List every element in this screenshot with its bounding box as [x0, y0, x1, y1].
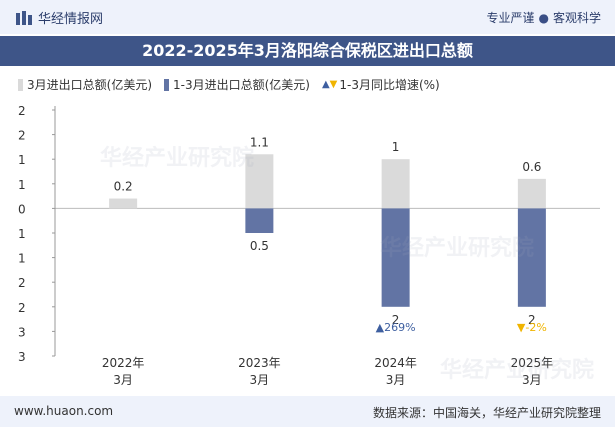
- bar-series1: [109, 198, 138, 209]
- data-label-series1: 0.2: [114, 180, 133, 194]
- data-label-series2: 2: [392, 313, 400, 327]
- triangle-down-icon: ▼: [329, 79, 338, 90]
- y-tick-label: 1: [18, 178, 26, 192]
- bar-series1: [381, 159, 410, 209]
- slogan-dot-icon: ●: [538, 11, 549, 25]
- y-tick-label: 1: [18, 153, 26, 167]
- legend: 3月进出口总额(亿美元) 1-3月进出口总额(亿美元) ▲ ▼ 1-3月同比增速(…: [18, 76, 452, 93]
- triangle-down-icon: ▼: [517, 321, 526, 334]
- data-label-series2: 0.5: [250, 239, 269, 253]
- bar-series1: [517, 178, 546, 209]
- growth-value: 269%: [384, 321, 415, 334]
- data-label-series2: 2: [528, 313, 536, 327]
- data-label-series1: 0.6: [522, 160, 541, 174]
- bar-series1: [245, 154, 274, 209]
- bar-series2: [381, 208, 410, 307]
- triangle-up-icon: ▲: [321, 79, 330, 90]
- legend-label-series2: 1-3月进出口总额(亿美元): [173, 78, 310, 92]
- x-tick-label-year: 2022年: [102, 356, 145, 370]
- y-tick-label: 0: [18, 202, 26, 216]
- y-tick-label: 1: [18, 227, 26, 241]
- x-tick-label-year: 2025年: [511, 356, 554, 370]
- triangle-up-icon: ▲: [376, 321, 385, 334]
- y-tick-label: 2: [18, 301, 26, 315]
- footer-source: 数据来源：中国海关，华经产业研究院整理: [372, 406, 601, 420]
- brand-name: 华经情报网: [38, 12, 104, 27]
- x-tick-label-month: 3月: [113, 373, 133, 387]
- y-tick-label: 1: [18, 252, 26, 266]
- y-tick-label: 3: [18, 350, 26, 364]
- y-tick-label: 2: [18, 104, 26, 118]
- legend-item-series1: 3月进出口总额(亿美元): [18, 76, 152, 93]
- slogan-left: 专业严谨: [486, 11, 535, 25]
- legend-label-series1: 3月进出口总额(亿美元): [27, 78, 152, 92]
- y-tick-label: 2: [18, 129, 26, 143]
- footer-site-link[interactable]: www.huaon.com: [14, 404, 114, 418]
- x-tick-label-year: 2023年: [238, 356, 281, 370]
- growth-value: -2%: [525, 321, 546, 334]
- bar-series2: [245, 208, 274, 233]
- data-label-series1: 1.1: [250, 135, 269, 149]
- data-label-series1: 1: [392, 140, 400, 154]
- slogan: 专业严谨 ● 客观科学: [486, 9, 601, 26]
- x-tick-label-month: 3月: [522, 373, 542, 387]
- footer: www.huaon.com 数据来源：中国海关，华经产业研究院整理: [0, 396, 615, 427]
- legend-item-series3: ▲ ▼ 1-3月同比增速(%): [322, 76, 440, 93]
- slogan-right: 客观科学: [552, 11, 601, 25]
- legend-label-series3: 1-3月同比增速(%): [339, 78, 440, 92]
- legend-swatch-series2: [164, 78, 169, 91]
- y-tick-label: 3: [18, 325, 26, 339]
- legend-swatch-series1: [18, 78, 23, 91]
- x-tick-label-month: 3月: [250, 373, 270, 387]
- growth-label: ▲269%: [376, 321, 416, 334]
- chart-title: 2022-2025年3月洛阳综合保税区进出口总额: [0, 36, 615, 66]
- brand: 华经情报网: [16, 8, 103, 27]
- x-tick-label-year: 2024年: [374, 356, 417, 370]
- brand-logo-icon: [16, 10, 32, 25]
- x-tick-label-month: 3月: [386, 373, 406, 387]
- top-bar: 华经情报网 专业严谨 ● 客观科学: [0, 0, 615, 34]
- y-tick-label: 2: [18, 276, 26, 290]
- growth-label: ▼-2%: [517, 321, 547, 334]
- legend-item-series2: 1-3月进出口总额(亿美元): [164, 76, 310, 93]
- bar-series2: [517, 208, 546, 307]
